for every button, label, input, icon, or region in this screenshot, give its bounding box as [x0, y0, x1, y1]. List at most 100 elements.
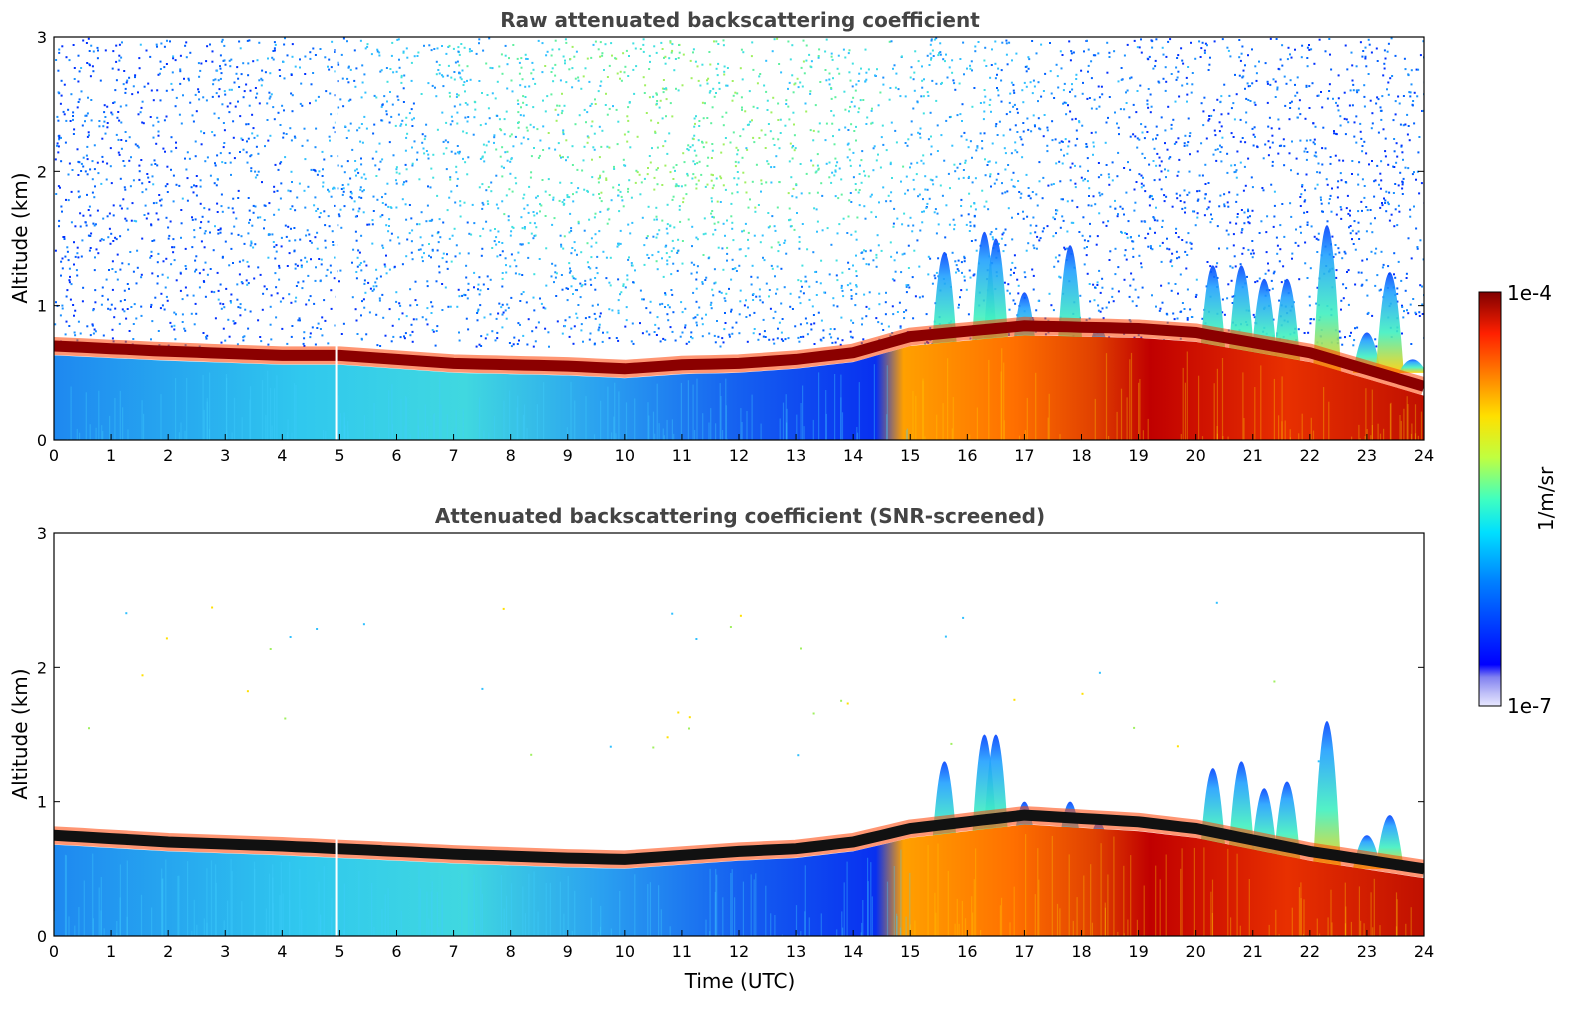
panel1-noise-speckle [776, 337, 779, 340]
panel1-noise-speckle [984, 174, 987, 177]
panel1-noise-speckle [1200, 47, 1203, 50]
panel1-noise-speckle [501, 285, 504, 288]
panel1-noise-speckle [381, 214, 384, 217]
panel1-noise-speckle [309, 240, 312, 242]
panel1-noise-speckle [451, 234, 454, 237]
panel1-noise-speckle [495, 236, 498, 239]
panel1-noise-speckle [892, 225, 895, 228]
panel1-noise-speckle [479, 235, 482, 238]
panel1-noise-speckle [1100, 85, 1103, 88]
panel1-noise-speckle [996, 87, 998, 89]
panel1-noise-speckle [760, 179, 763, 182]
panel1-noise-speckle [997, 242, 1000, 245]
panel1-noise-speckle [922, 112, 925, 115]
panel1-noise-speckle [1264, 272, 1267, 275]
panel1-noise-speckle [917, 195, 920, 198]
panel1-noise-speckle [169, 40, 171, 43]
panel1-noise-speckle [955, 271, 957, 274]
panel1-noise-speckle [1153, 219, 1156, 222]
panel1-noise-speckle [89, 214, 92, 217]
panel1-noise-speckle [1138, 173, 1141, 176]
panel1-noise-speckle [1144, 125, 1147, 128]
panel1-noise-speckle [639, 322, 641, 325]
panel1-noise-speckle [442, 152, 445, 155]
panel1-noise-speckle [1271, 164, 1274, 167]
panel1-noise-speckle [814, 171, 817, 174]
panel1-noise-speckle [263, 204, 266, 207]
panel1-noise-speckle [220, 40, 223, 43]
panel1-noise-speckle [780, 267, 783, 270]
panel1-noise-speckle [135, 220, 138, 223]
panel1-noise-speckle [328, 68, 331, 71]
panel1-noise-speckle [1290, 215, 1293, 218]
panel1-noise-speckle [997, 94, 1000, 97]
panel1-noise-speckle [746, 340, 749, 343]
panel1-noise-speckle [707, 257, 710, 260]
panel1-noise-speckle [885, 200, 888, 203]
panel1-noise-speckle [833, 143, 836, 146]
panel1-noise-speckle [491, 67, 494, 70]
panel1-noise-speckle [77, 101, 80, 103]
panel1-noise-speckle [457, 151, 459, 154]
panel1-noise-speckle [1279, 248, 1282, 251]
panel1-noise-speckle [81, 124, 84, 127]
panel1-noise-speckle [481, 207, 484, 210]
panel1-noise-speckle [1335, 213, 1338, 216]
panel1-noise-speckle [195, 175, 198, 177]
panel1-noise-speckle [588, 80, 591, 83]
panel1-noise-speckle [674, 339, 677, 342]
panel1-noise-speckle [1105, 121, 1108, 124]
panel1-noise-speckle [1164, 142, 1166, 145]
panel1-noise-speckle [1117, 290, 1120, 293]
panel1-noise-speckle [1176, 197, 1179, 200]
panel1-noise-speckle [372, 210, 375, 212]
panel1-noise-speckle [508, 342, 511, 344]
panel1-noise-speckle [899, 325, 902, 328]
panel1-noise-speckle [872, 147, 875, 150]
panel1-noise-speckle [217, 95, 220, 98]
panel1-noise-speckle [180, 222, 183, 225]
panel1-noise-speckle [527, 318, 530, 321]
panel1-noise-speckle [261, 308, 264, 311]
panel1-noise-speckle [324, 239, 327, 242]
panel1-noise-speckle [905, 175, 908, 178]
panel1-noise-speckle [360, 314, 362, 317]
panel1-noise-speckle [954, 170, 957, 173]
panel1-noise-speckle [504, 54, 507, 57]
panel1-noise-speckle [221, 210, 224, 213]
panel1-noise-speckle [599, 55, 602, 58]
panel1-noise-speckle [1155, 125, 1158, 128]
panel1-noise-speckle [919, 127, 922, 130]
panel1-noise-speckle [1147, 106, 1150, 109]
panel1-noise-speckle [383, 263, 386, 266]
panel1-noise-speckle [114, 89, 117, 92]
panel1-noise-speckle [1140, 186, 1143, 189]
panel1-noise-speckle [905, 284, 908, 287]
panel1-noise-speckle [706, 164, 709, 167]
panel1-noise-speckle [1299, 139, 1302, 142]
panel1-noise-speckle [88, 64, 91, 67]
panel1-noise-speckle [1258, 60, 1260, 63]
panel1-noise-speckle [258, 41, 261, 44]
panel1-noise-speckle [1278, 127, 1281, 130]
panel1-noise-speckle [405, 116, 408, 119]
panel1-noise-speckle [185, 56, 188, 59]
panel1-noise-speckle [655, 93, 658, 96]
panel1-noise-speckle [1137, 296, 1140, 299]
panel1-noise-speckle [411, 258, 414, 261]
panel1-noise-speckle [1380, 109, 1383, 112]
panel1-noise-speckle [510, 296, 513, 299]
panel1-noise-speckle [627, 258, 630, 261]
panel1-noise-speckle [847, 215, 850, 218]
panel1-noise-speckle [1062, 198, 1064, 201]
panel1-noise-speckle [517, 103, 520, 105]
panel1-noise-speckle [944, 236, 947, 239]
panel1-noise-speckle [1074, 95, 1077, 98]
panel1-noise-speckle [294, 136, 297, 139]
panel1-noise-speckle [1061, 215, 1064, 218]
panel1-noise-speckle [925, 313, 928, 316]
panel1-noise-speckle [985, 65, 988, 67]
panel1-noise-speckle [1342, 297, 1345, 300]
panel1-noise-speckle [1143, 137, 1146, 140]
panel1-noise-speckle [831, 171, 834, 174]
